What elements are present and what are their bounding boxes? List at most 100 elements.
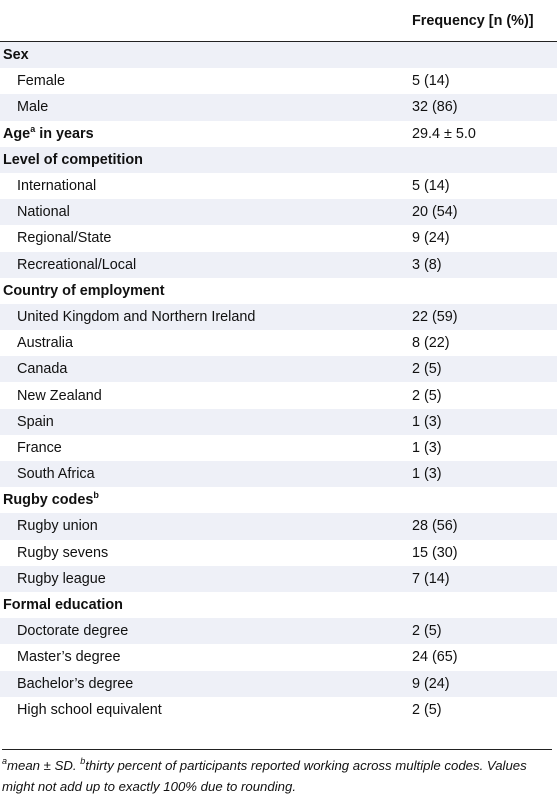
section-label: Formal education <box>0 592 412 618</box>
section-label: Rugby codesb <box>0 487 412 513</box>
table-row: International 5 (14) <box>0 173 557 199</box>
section-label: Sex <box>0 41 412 69</box>
label-text: International <box>17 178 97 195</box>
frequency-table-container: Frequency [n (%)] Sex Female 5 (14) Male 32 … <box>0 0 557 723</box>
row-label: Australia <box>0 330 412 356</box>
row-label: Female <box>0 68 412 94</box>
row-label: National <box>0 199 412 226</box>
frequency-value: 8 (22) <box>412 335 450 352</box>
frequency-value: 32 (86) <box>412 94 557 121</box>
frequency-value: 15 (30) <box>412 544 458 561</box>
frequency-value: 7 (14) <box>412 565 557 592</box>
footnote-text-a: mean ± SD. <box>7 758 81 773</box>
frequency-value: 22 (59) <box>412 303 557 331</box>
section-label: Level of competition <box>0 146 412 173</box>
table-row: Regional/State 9 (24) <box>0 225 557 251</box>
frequency-value: 9 (24) <box>412 670 557 697</box>
table-row: Rugby league 7 (14) <box>0 565 557 592</box>
frequency-value: 2 (5) <box>412 387 442 404</box>
table-row: Rugby union 28 (56) <box>0 513 557 540</box>
row-label: Spain <box>0 408 412 435</box>
frequency-value: 2 (5) <box>412 618 557 645</box>
frequency-value <box>412 278 557 304</box>
label-text: Master’s degree <box>17 649 121 666</box>
row-label: International <box>0 173 412 199</box>
frequency-table: Frequency [n (%)] Sex Female 5 (14) Male 32 … <box>0 0 557 723</box>
label-text: Country of employment <box>3 282 165 299</box>
label-text: South Africa <box>17 466 95 483</box>
header-row: Frequency [n (%)] <box>0 0 557 42</box>
frequency-value: 1 (3) <box>412 439 442 456</box>
table-row: High school equivalent 2 (5) <box>0 697 557 723</box>
table-header: Frequency [n (%)] <box>0 0 557 42</box>
section-row: Country of employment <box>0 278 557 304</box>
label-text: Rugby sevens <box>17 544 109 561</box>
table-row: Master’s degree 24 (65) <box>0 644 557 670</box>
label-text: Recreational/Local <box>17 256 137 273</box>
footnote-marker-a: a <box>2 756 8 766</box>
row-label: Rugby union <box>0 513 412 540</box>
frequency-value: 20 (54) <box>412 199 557 226</box>
table-row: Bachelor’s degree 9 (24) <box>0 670 557 697</box>
label-text: Rugby codes <box>3 492 94 509</box>
label-text: Formal education <box>3 597 123 614</box>
section-row: Agea in years 29.4 ± 5.0 <box>0 121 557 147</box>
label-text: Bachelor’s degree <box>17 675 134 692</box>
footnote-text-b: thirty percent of participants reported … <box>2 758 527 794</box>
row-label: South Africa <box>0 461 412 488</box>
label-text: Rugby league <box>17 570 106 587</box>
label-text: Female <box>17 73 65 90</box>
frequency-value: 1 (3) <box>412 408 557 435</box>
row-label: France <box>0 435 412 461</box>
label-text: Doctorate degree <box>17 623 129 640</box>
section-row: Sex <box>0 41 557 69</box>
table-body: Sex Female 5 (14) Male 32 (86) Agea in years 2… <box>0 41 557 723</box>
frequency-value: 2 (5) <box>412 701 442 718</box>
label-text: New Zealand <box>17 387 102 404</box>
section-label: Country of employment <box>0 278 412 304</box>
frequency-value: 24 (65) <box>412 649 458 666</box>
row-label: Rugby sevens <box>0 540 412 566</box>
frequency-value <box>412 592 557 618</box>
label-text: Male <box>17 99 49 116</box>
label-text: Sex <box>3 47 29 64</box>
frequency-value: 5 (14) <box>412 73 450 90</box>
section-row: Formal education <box>0 592 557 618</box>
label-text: High school equivalent <box>17 701 162 718</box>
footnote-marker-b: b <box>80 756 86 766</box>
frequency-value <box>412 146 557 173</box>
label-text: National <box>17 204 70 221</box>
label-text: France <box>17 439 62 456</box>
row-label: Doctorate degree <box>0 618 412 645</box>
table-row: Rugby sevens 15 (30) <box>0 540 557 566</box>
row-label: High school equivalent <box>0 697 412 723</box>
section-row: Level of competition <box>0 146 557 173</box>
table-row: National 20 (54) <box>0 199 557 226</box>
table-row: Australia 8 (22) <box>0 330 557 356</box>
frequency-value: 5 (14) <box>412 178 450 195</box>
row-label: Regional/State <box>0 225 412 251</box>
table-row: Female 5 (14) <box>0 68 557 94</box>
row-label: Canada <box>0 356 412 383</box>
table-row: Doctorate degree 2 (5) <box>0 618 557 645</box>
label-text: Spain <box>17 413 54 430</box>
frequency-value <box>412 41 557 69</box>
section-label: Agea in years <box>0 121 412 147</box>
frequency-value: 9 (24) <box>412 230 450 247</box>
table-row: Spain 1 (3) <box>0 408 557 435</box>
table-row: France 1 (3) <box>0 435 557 461</box>
row-label: Bachelor’s degree <box>0 670 412 697</box>
section-row: Rugby codesb <box>0 487 557 513</box>
table-row: Canada 2 (5) <box>0 356 557 383</box>
label-text: Australia <box>17 335 73 352</box>
table-row: South Africa 1 (3) <box>0 461 557 488</box>
frequency-value: 1 (3) <box>412 461 557 488</box>
table-row: Male 32 (86) <box>0 94 557 121</box>
row-label: United Kingdom and Northern Ireland <box>0 303 412 331</box>
label-superscript: a <box>30 123 36 134</box>
frequency-value: 3 (8) <box>412 251 557 278</box>
table-footnote: amean ± SD. bthirty percent of participa… <box>2 749 552 797</box>
header-frequency: Frequency [n (%)] <box>412 0 557 42</box>
frequency-value: 2 (5) <box>412 356 557 383</box>
label-text: Canada <box>17 361 68 378</box>
